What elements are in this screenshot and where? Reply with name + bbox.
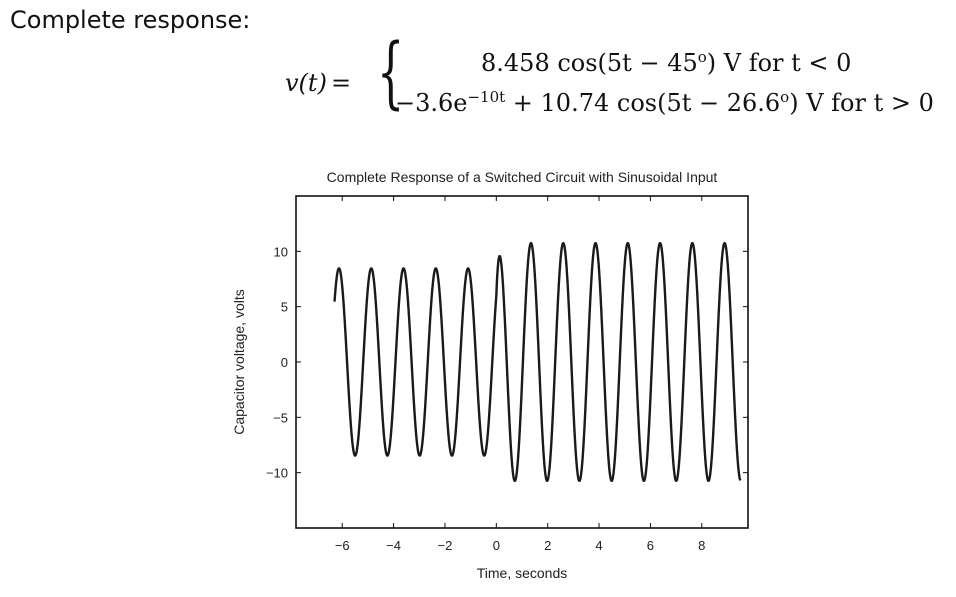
case1-tail: ) V for t < 0	[706, 49, 852, 77]
x-tick-label: −2	[438, 538, 453, 553]
equation-case-positive-time: −3.6e−10t + 10.74 cos(5t − 26.6o) V for …	[395, 88, 934, 117]
case2-expression: + 10.74 cos(5t − 26.6	[505, 89, 781, 117]
y-tick-label: 0	[281, 355, 288, 370]
case1-expression: 8.458 cos(5t − 45	[481, 49, 698, 77]
axis-ticks: −6 −4 −2 0 2 4 6 8 −10 −5 0 5 10	[266, 196, 748, 553]
x-axis-label: Time, seconds	[477, 565, 568, 581]
equation-function: v(t)	[285, 69, 327, 97]
equation-lhs: v(t) =	[285, 69, 351, 97]
x-tick-label: 4	[595, 538, 602, 553]
page-heading: Complete response:	[10, 6, 251, 34]
y-tick-label: 10	[274, 244, 288, 259]
equation-equals: =	[330, 69, 352, 97]
y-axis-label: Capacitor voltage, volts	[231, 289, 247, 435]
case2-tail: ) V for t > 0	[789, 89, 934, 117]
y-tick-label: 5	[281, 300, 288, 315]
voltage-curve	[333, 241, 742, 483]
equation-brace: {	[377, 28, 405, 118]
equation-case-negative-time: 8.458 cos(5t − 45o) V for t < 0	[481, 48, 851, 77]
x-tick-label: 0	[493, 538, 500, 553]
x-tick-label: −4	[386, 538, 401, 553]
x-tick-label: 8	[698, 538, 705, 553]
piecewise-equation: v(t) = { 8.458 cos(5t − 45o) V for t < 0 …	[285, 34, 955, 130]
case1-degree: o	[697, 48, 707, 66]
x-tick-label: −6	[335, 538, 350, 553]
chart-title: Complete Response of a Switched Circuit …	[327, 169, 718, 185]
case2-coefficient: −3.6e	[395, 89, 468, 117]
x-tick-label: 6	[647, 538, 654, 553]
plot-frame	[295, 195, 749, 529]
case2-exponent: −10t	[467, 88, 506, 106]
y-tick-label: −10	[266, 466, 288, 481]
case2-degree: o	[780, 88, 790, 106]
x-tick-label: 2	[544, 538, 551, 553]
y-tick-label: −5	[273, 410, 288, 425]
